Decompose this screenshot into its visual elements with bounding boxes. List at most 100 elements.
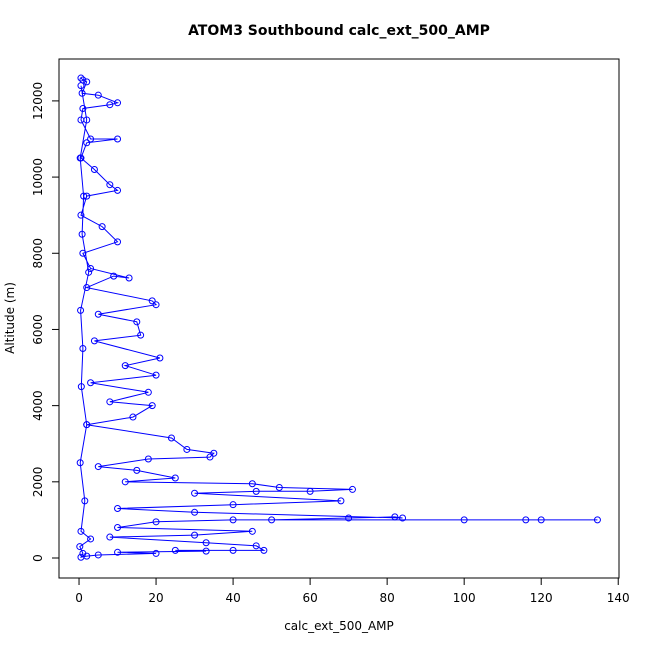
data-point (537, 516, 545, 524)
data-point (171, 546, 179, 554)
data-point (87, 135, 95, 143)
data-point (252, 542, 260, 550)
data-point (275, 484, 283, 492)
data-point (78, 89, 86, 97)
data-point (77, 82, 85, 90)
data-point (87, 535, 95, 543)
plot-frame (58, 58, 620, 579)
data-line (79, 77, 598, 558)
data-point (183, 445, 191, 453)
data-point (399, 514, 407, 522)
data-point (171, 474, 179, 482)
data-point (79, 105, 87, 113)
data-point (77, 306, 85, 314)
data-point (133, 466, 141, 474)
x-tick-label: 120 (530, 591, 553, 605)
data-point (152, 301, 160, 309)
data-point (391, 513, 399, 521)
data-point (460, 516, 468, 524)
data-point (76, 154, 84, 162)
x-tick-label: 80 (380, 591, 395, 605)
y-axis-label: Altitude (m) (3, 282, 17, 354)
data-point (106, 181, 114, 189)
data-point (137, 331, 145, 339)
data-point (78, 230, 86, 238)
data-point (144, 455, 152, 463)
chart-title: ATOM3 Southbound calc_ext_500_AMP (188, 23, 490, 39)
data-point (80, 192, 88, 200)
data-point (121, 478, 129, 486)
data-point (202, 547, 210, 555)
data-point (83, 78, 91, 86)
y-tick-label: 10000 (31, 158, 45, 196)
data-point (81, 497, 89, 505)
data-point (121, 362, 129, 370)
data-point (106, 101, 114, 109)
data-point (106, 398, 114, 406)
data-point (229, 501, 237, 509)
data-point (85, 268, 93, 276)
data-point (229, 546, 237, 554)
data-point (114, 548, 122, 556)
data-point (248, 527, 256, 535)
x-tick-label: 0 (75, 591, 83, 605)
data-point (114, 238, 122, 246)
y-tick-label: 12000 (31, 82, 45, 120)
data-point (337, 497, 345, 505)
data-point (76, 459, 84, 467)
data-point (133, 318, 141, 326)
x-axis-label: calc_ext_500_AMP (284, 619, 394, 633)
data-point (94, 91, 102, 99)
data-point (306, 487, 314, 495)
x-tick-label: 140 (607, 591, 630, 605)
x-tick-label: 60 (302, 591, 317, 605)
data-point (87, 265, 95, 273)
data-point (210, 449, 218, 457)
data-point (87, 379, 95, 387)
data-point (148, 402, 156, 410)
data-point (144, 388, 152, 396)
data-point (248, 480, 256, 488)
data-point (83, 192, 91, 200)
data-point (152, 518, 160, 526)
data-point (148, 297, 156, 305)
data-point (191, 531, 199, 539)
data-point (593, 516, 601, 524)
data-point (79, 344, 87, 352)
y-tick-label: 6000 (31, 314, 45, 345)
data-point (77, 553, 85, 561)
data-point (79, 249, 87, 257)
data-point (345, 514, 353, 522)
data-point (252, 487, 260, 495)
data-point (77, 211, 85, 219)
data-point (94, 551, 102, 559)
x-tick-label: 100 (453, 591, 476, 605)
data-point (125, 274, 133, 282)
data-point (206, 453, 214, 461)
data-point (98, 223, 106, 231)
y-tick-label: 4000 (31, 390, 45, 421)
x-tick-label: 40 (225, 591, 240, 605)
data-point (348, 485, 356, 493)
data-point (94, 463, 102, 471)
data-point (76, 543, 84, 551)
data-point (83, 139, 91, 147)
data-point (106, 533, 114, 541)
data-point (83, 116, 91, 124)
data-point (77, 383, 85, 391)
data-point (90, 337, 98, 345)
y-tick-label: 0 (31, 554, 45, 562)
data-point (114, 99, 122, 107)
y-tick-label: 2000 (31, 467, 45, 498)
data-point (152, 549, 160, 557)
data-point (90, 165, 98, 173)
data-point (114, 504, 122, 512)
data-point (152, 371, 160, 379)
data-point (79, 549, 87, 557)
data-point (191, 489, 199, 497)
data-point (114, 524, 122, 532)
data-point (83, 421, 91, 429)
data-point (83, 284, 91, 292)
data-point (522, 516, 530, 524)
